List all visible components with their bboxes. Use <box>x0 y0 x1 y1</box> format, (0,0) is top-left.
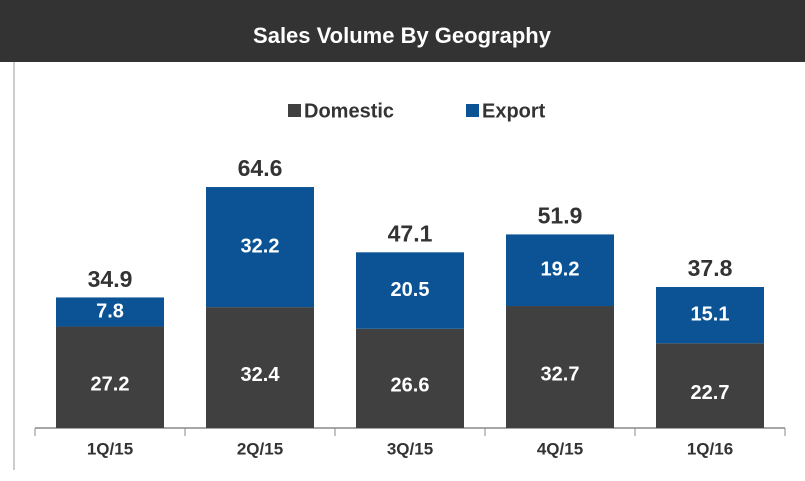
bar-segment <box>656 343 764 428</box>
bar-segment <box>56 326 164 428</box>
data-label: 7.8 <box>96 300 124 322</box>
data-label: 19.2 <box>541 259 580 281</box>
bar-segment <box>356 252 464 329</box>
bar-segment <box>206 307 314 428</box>
total-label: 64.6 <box>238 155 283 181</box>
data-label: 20.5 <box>391 279 430 301</box>
legend-swatch <box>288 104 301 117</box>
legend-swatch <box>466 104 479 117</box>
data-label: 22.7 <box>691 382 730 404</box>
data-label: 26.6 <box>391 375 430 397</box>
data-label: 32.2 <box>241 235 280 257</box>
x-tick-label: 1Q/15 <box>87 439 133 458</box>
data-label: 32.7 <box>541 363 580 385</box>
bar-segment <box>506 306 614 428</box>
x-tick-label: 2Q/15 <box>237 439 283 458</box>
bar-segment <box>506 234 614 307</box>
chart-title: Sales Volume By Geography <box>253 23 552 48</box>
x-tick-label: 4Q/15 <box>537 439 583 458</box>
data-label: 32.4 <box>241 364 281 386</box>
legend-label: Domestic <box>304 100 394 122</box>
data-label: 27.2 <box>91 374 130 396</box>
bar-segment <box>56 297 164 327</box>
total-label: 34.9 <box>88 266 133 292</box>
legend-label: Export <box>482 100 546 122</box>
bar-segment <box>356 328 464 428</box>
bar-segment <box>656 287 764 344</box>
bar-segment <box>206 187 314 308</box>
total-label: 47.1 <box>388 220 433 246</box>
total-label: 51.9 <box>538 202 583 228</box>
header-bar <box>0 0 805 62</box>
x-tick-label: 3Q/15 <box>387 439 433 458</box>
data-label: 15.1 <box>691 303 730 325</box>
x-tick-label: 1Q/16 <box>687 439 733 458</box>
total-label: 37.8 <box>688 255 733 281</box>
